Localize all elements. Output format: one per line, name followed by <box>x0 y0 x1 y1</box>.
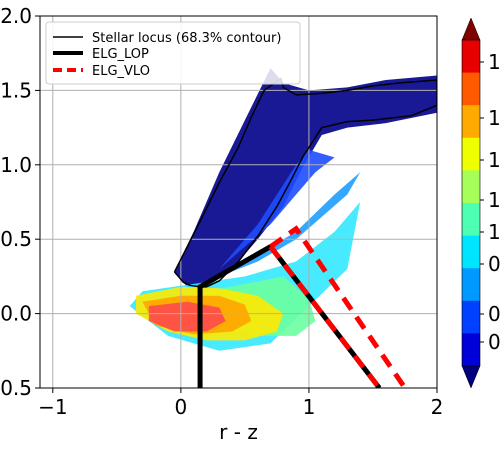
series-layer <box>173 77 437 388</box>
colorbar-tick-label-1: 0 <box>488 302 500 326</box>
colorbar-tick-label-6: 1 <box>488 106 500 130</box>
y-tick-label-4: 1.5 <box>0 78 32 102</box>
colorbar-tick-label-7: 1 <box>488 50 500 74</box>
colorbar-tick-label-3: 1 <box>488 220 500 244</box>
x-tick-label-0: −1 <box>38 395 67 419</box>
density-region-high-stellar <box>174 68 437 287</box>
colorbar-segment-2 <box>462 105 480 139</box>
series-stellar-locus <box>173 77 437 288</box>
y-tick-label-5: 2.0 <box>0 4 32 28</box>
colorbar-segment-0 <box>462 40 480 74</box>
x-tick-label-2: 1 <box>303 395 316 419</box>
legend-label-stellar-locus: Stellar locus (68.3% contour) <box>92 31 281 46</box>
density-region-blue <box>193 149 335 277</box>
colorbar-tick-label-5: 1 <box>488 148 500 172</box>
series-elg-lop <box>197 243 382 388</box>
colorbar-segment-5 <box>462 203 480 237</box>
legend-box <box>45 21 301 85</box>
legend-label-elg-vlo: ELG_VLO <box>92 64 150 79</box>
colorbar-extend-bottom <box>461 365 481 389</box>
colorbar-segment-7 <box>462 268 480 302</box>
colorbar-tick-label-4: 1 <box>488 188 500 212</box>
colorbar: 0 0 0 1 1 1 1 1 <box>461 17 500 389</box>
ticks-layer: −1 0 1 2 0.5 0.0 0.5 1.0 1.5 2.0 <box>0 4 443 419</box>
y-tick-label-3: 1.0 <box>0 153 32 177</box>
colorbar-segment-3 <box>462 137 480 171</box>
y-tick-label-1: 0.0 <box>0 302 32 326</box>
colorbar-segment-8 <box>462 300 480 334</box>
legend: Stellar locus (68.3% contour) ELG_LOP EL… <box>45 21 301 85</box>
x-tick-label-3: 2 <box>431 395 444 419</box>
plot-frame <box>39 15 438 389</box>
colorbar-extend-top <box>461 17 481 41</box>
colorbar-segment-9 <box>462 333 480 367</box>
colorbar-frame <box>461 39 481 367</box>
y-tick-label-2: 0.5 <box>0 227 32 251</box>
legend-label-elg-lop: ELG_LOP <box>92 47 149 62</box>
x-axis-label: r - z <box>219 420 258 444</box>
colorbar-tick-label-2: 0 <box>488 252 500 276</box>
colorbar-segment-1 <box>462 72 480 106</box>
colorbar-segment-4 <box>462 170 480 204</box>
series-elg-vlo-segment-0 <box>269 225 408 388</box>
series-elg-vlo-segment-1 <box>268 245 382 388</box>
y-tick-label-0: 0.5 <box>0 376 32 400</box>
colorbar-segment-6 <box>462 235 480 269</box>
colorbar-tick-label-0: 0 <box>488 330 500 354</box>
density-region-red <box>148 301 226 332</box>
x-tick-label-1: 0 <box>175 395 188 419</box>
